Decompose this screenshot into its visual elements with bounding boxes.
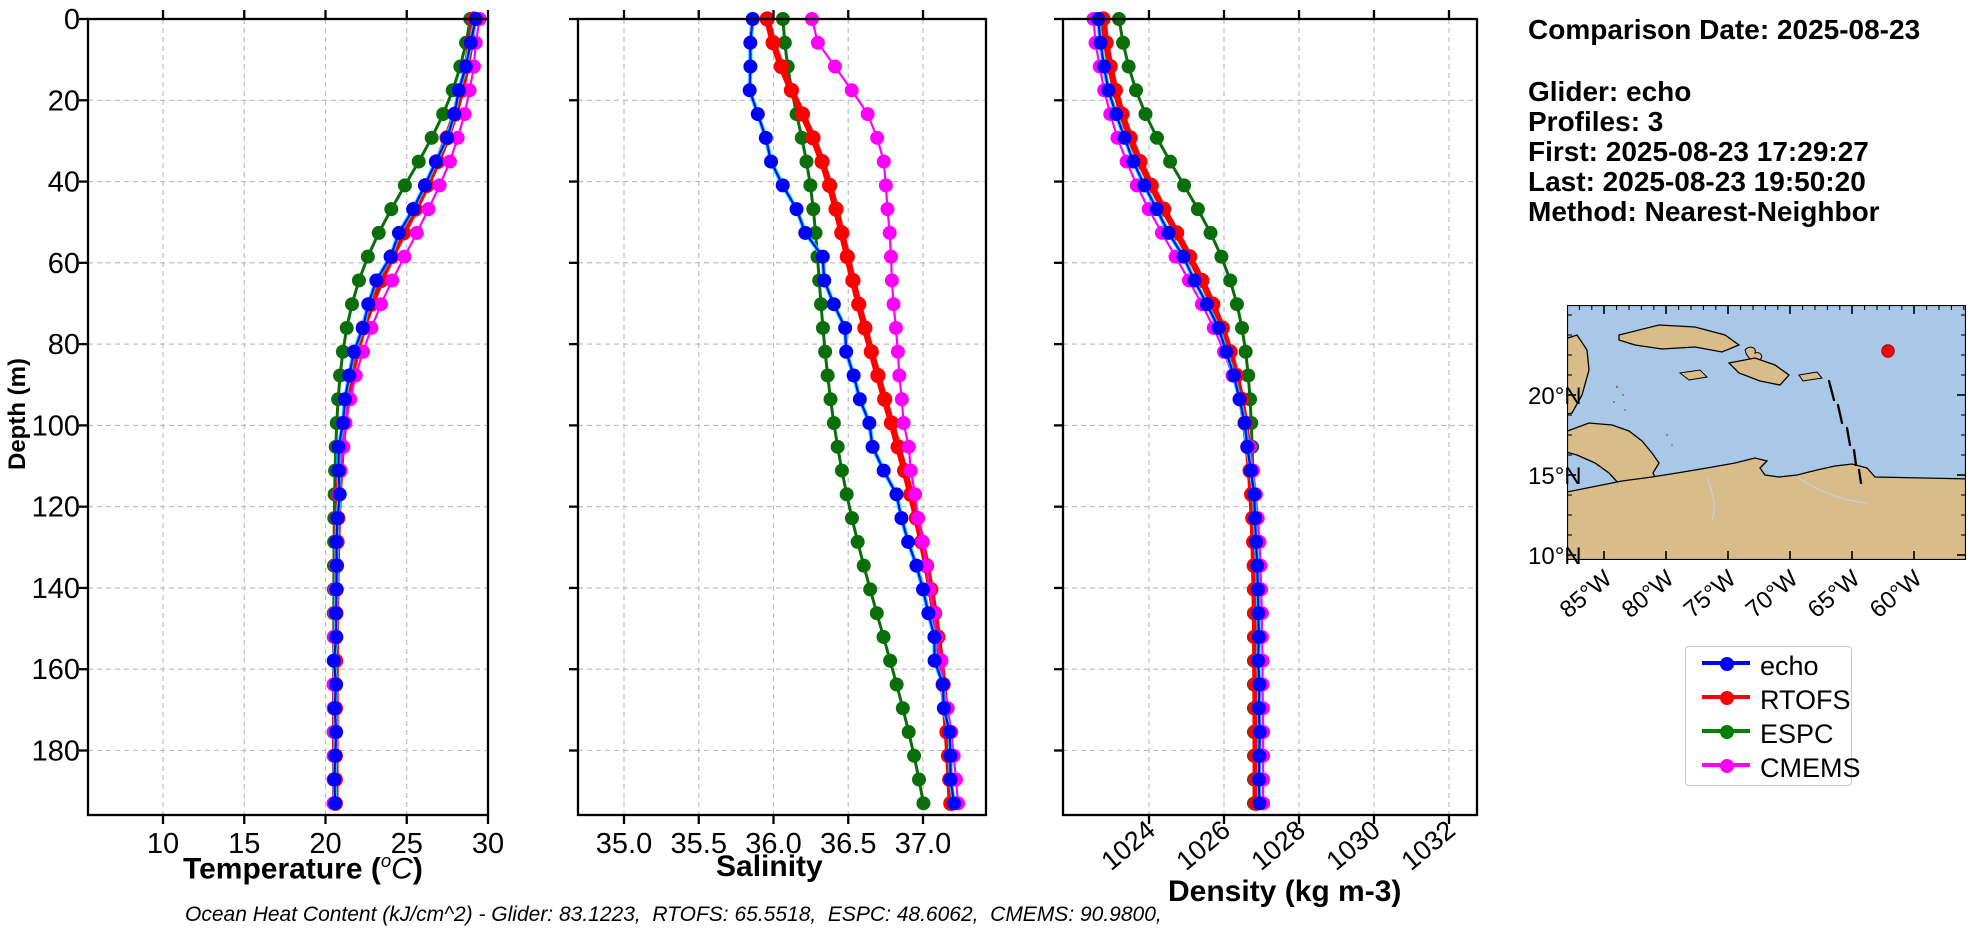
svg-text:120: 120 bbox=[32, 492, 80, 524]
svg-text:100: 100 bbox=[32, 410, 80, 442]
svg-text:30: 30 bbox=[472, 828, 504, 860]
svg-text:80: 80 bbox=[48, 329, 80, 361]
svg-text:36.5: 36.5 bbox=[820, 828, 876, 860]
svg-text:60: 60 bbox=[48, 248, 80, 280]
svg-text:180: 180 bbox=[32, 736, 80, 768]
svg-text:35.0: 35.0 bbox=[596, 828, 652, 860]
svg-text:40: 40 bbox=[48, 167, 80, 199]
svg-text:0: 0 bbox=[64, 4, 80, 36]
svg-text:20: 20 bbox=[48, 85, 80, 117]
svg-text:10: 10 bbox=[147, 828, 179, 860]
svg-text:37.0: 37.0 bbox=[895, 828, 951, 860]
svg-text:140: 140 bbox=[32, 573, 80, 605]
svg-text:160: 160 bbox=[32, 654, 80, 686]
